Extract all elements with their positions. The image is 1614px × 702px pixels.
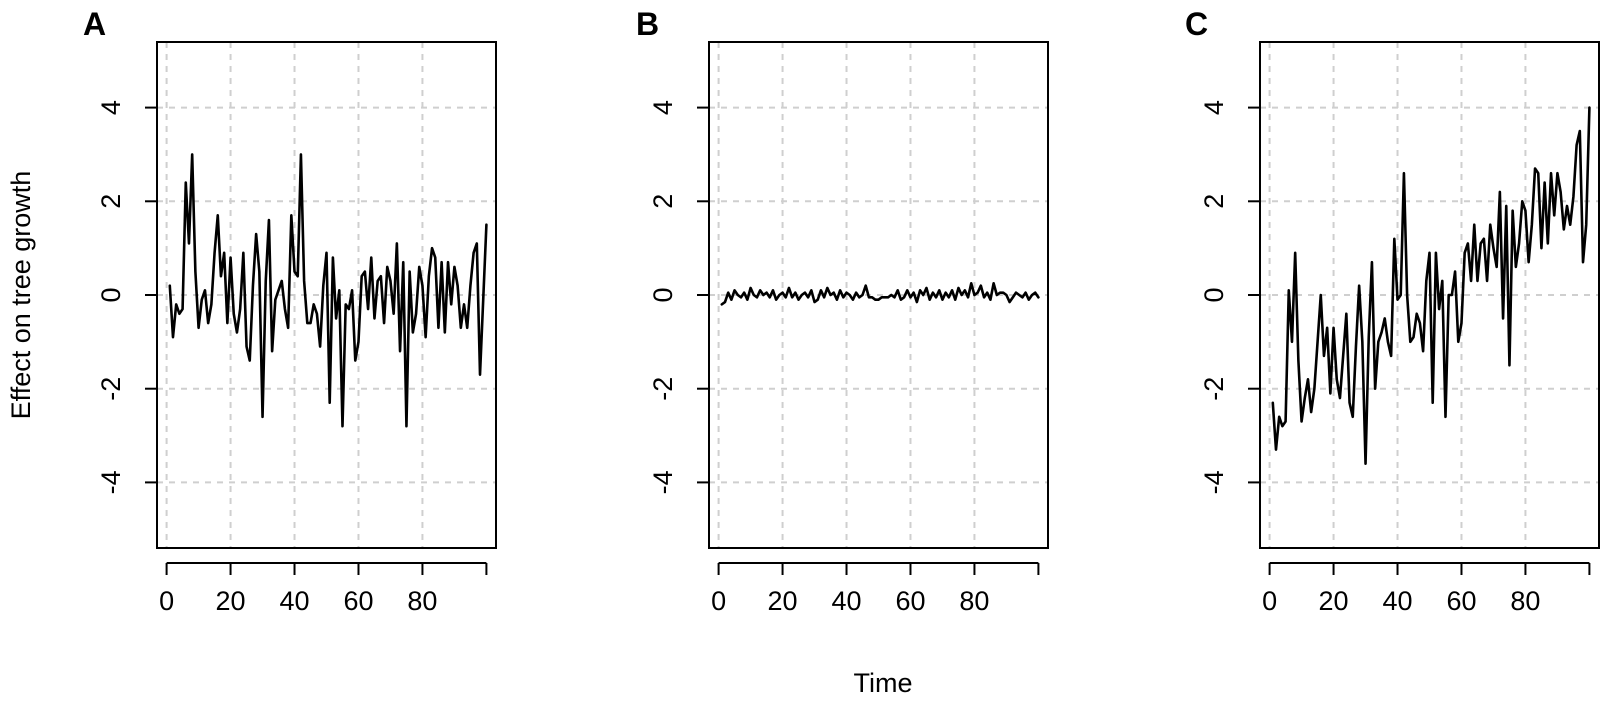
panel-a-x-tick-label-0: 0 [159, 586, 174, 616]
panel-label-c: C [1185, 6, 1208, 42]
panel-a-series-line-0 [168, 153, 488, 428]
panel-c-series-line-0 [1271, 106, 1591, 465]
panel-a-y-tick-label-2: 2 [96, 194, 126, 209]
panel-a-y-tick-label-0: 0 [96, 287, 126, 302]
panel-b-x-tick-label-20: 20 [768, 586, 798, 616]
panel-b-y-tick-label-4: 4 [648, 100, 678, 115]
panel-c-y-tick-label-0: 0 [1199, 287, 1229, 302]
panel-c-y-tick-label--4: -4 [1199, 470, 1229, 494]
panel-a-y-tick-label--2: -2 [96, 377, 126, 401]
panel-b-y-tick-label--4: -4 [648, 470, 678, 494]
panel-c-x-tick-label-60: 60 [1446, 586, 1476, 616]
panel-b-x-tick-label-0: 0 [711, 586, 726, 616]
panel-label-b: B [636, 6, 659, 42]
panel-c-y-tick-label-2: 2 [1199, 194, 1229, 209]
panel-b-series-line-0 [720, 281, 1040, 306]
panel-b-x-tick-label-40: 40 [831, 586, 861, 616]
panel-a: A 0 20 40 60 80 -4 -2 0 2 4 [83, 6, 497, 616]
panel-a-x-tick-label-20: 20 [216, 586, 246, 616]
panel-a-x-tick-label-80: 80 [407, 586, 437, 616]
panel-c-y-tick-label--2: -2 [1199, 377, 1229, 401]
x-axis-title: Time [854, 668, 913, 698]
panel-b-y-tick-label-0: 0 [648, 287, 678, 302]
panel-a-y-tick-label-4: 4 [96, 100, 126, 115]
panel-c-x-tick-label-20: 20 [1319, 586, 1349, 616]
y-axis-title: Effect on tree growth [6, 171, 36, 420]
panel-b-y-tick-label--2: -2 [648, 377, 678, 401]
panel-b-x-tick-label-80: 80 [959, 586, 989, 616]
panel-c-x-tick-label-80: 80 [1510, 586, 1540, 616]
panel-a-y-tick-label--4: -4 [96, 470, 126, 494]
panel-b-y-tick-label-2: 2 [648, 194, 678, 209]
panel-a-x-tick-label-60: 60 [343, 586, 373, 616]
panel-a-x-tick-label-40: 40 [279, 586, 309, 616]
panel-label-a: A [83, 6, 106, 42]
panel-b-x-tick-label-60: 60 [895, 586, 925, 616]
panel-c: C 0 20 40 60 80 -4 -2 0 2 4 [1185, 6, 1600, 616]
panel-c-x-tick-label-40: 40 [1382, 586, 1412, 616]
panel-c-x-tick-label-0: 0 [1262, 586, 1277, 616]
panel-b: B 0 20 40 60 80 -4 -2 0 2 4 [636, 6, 1049, 616]
panel-c-y-tick-label-4: 4 [1199, 100, 1229, 115]
